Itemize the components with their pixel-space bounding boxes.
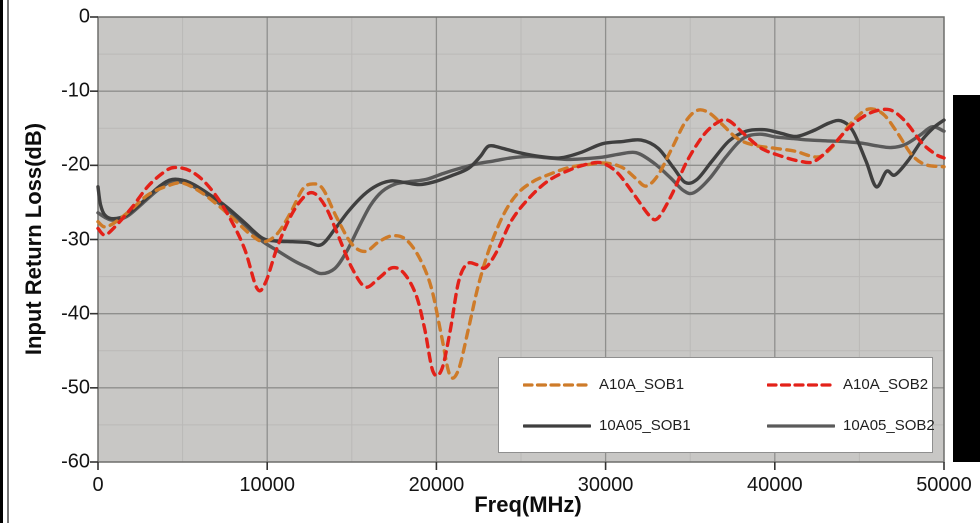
legend-line-sample (523, 423, 591, 428)
x-tick-label: 50000 (916, 474, 972, 496)
x-tick-label: 30000 (577, 474, 634, 496)
y-tick-label: -10 (61, 79, 90, 102)
x-axis-title: Freq(MHz) (474, 492, 582, 517)
legend-item-10A05_SOB1: 10A05_SOB1 (523, 417, 767, 434)
left-black-bar (0, 0, 3, 523)
y-tick-label: -20 (61, 153, 90, 176)
y-tick-label: -50 (61, 376, 90, 399)
legend-box: A10A_SOB1 A10A_SOB2 10A05_SOB1 10A05_SOB2 (498, 357, 935, 453)
legend-item-A10A_SOB1: A10A_SOB1 (523, 376, 767, 393)
legend-label: 10A05_SOB2 (843, 417, 935, 434)
x-tick-label: 0 (92, 474, 104, 496)
x-tick-label: 40000 (746, 474, 803, 496)
y-tick-label: -30 (61, 228, 90, 250)
legend-item-10A05_SOB2: 10A05_SOB2 (767, 417, 935, 434)
x-tick-label: 20000 (408, 474, 465, 496)
series-A10A_SOB2 (96, 107, 946, 378)
y-tick-label: -60 (61, 450, 90, 473)
legend-label: A10A_SOB2 (843, 376, 929, 393)
series-A10A_SOB1 (96, 107, 946, 380)
y-tick-label: -40 (61, 302, 90, 325)
x-tick-label: 10000 (239, 474, 295, 496)
legend-line-sample (523, 382, 591, 387)
series-10A05_SOB1 (96, 118, 946, 248)
legend-line-sample (767, 423, 835, 428)
right-black-bar (953, 95, 980, 462)
legend-label: 10A05_SOB1 (599, 417, 691, 434)
y-tick-label: 0 (78, 5, 90, 28)
legend-label: A10A_SOB1 (599, 376, 685, 393)
left-edge-hairline (7, 0, 9, 523)
legend-line-sample (767, 382, 835, 387)
legend-item-A10A_SOB2: A10A_SOB2 (767, 376, 935, 393)
